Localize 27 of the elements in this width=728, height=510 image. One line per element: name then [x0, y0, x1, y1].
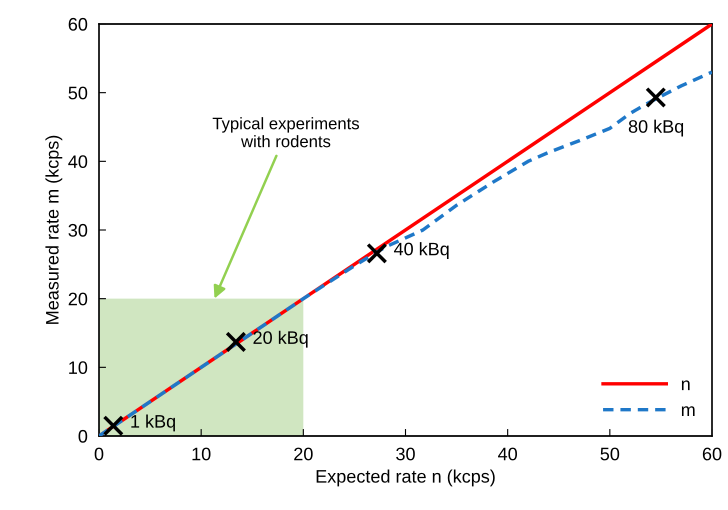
y-tick-label: 20: [68, 292, 88, 306]
legend-label: m: [682, 406, 695, 416]
x-tick-label: 50: [600, 448, 620, 460]
x-tick-label: 10: [192, 448, 211, 460]
y-tick-label: 30: [68, 224, 88, 237]
x-tick-label: 0: [94, 448, 104, 460]
y-tick-label: 50: [68, 86, 88, 100]
y-tick-label: 40: [68, 155, 88, 168]
point: [225, 331, 246, 352]
annotation: 40 kBq: [394, 242, 449, 259]
x-tick-label: 20: [294, 448, 313, 460]
x-tick-label: 30: [396, 448, 415, 460]
point: [645, 86, 666, 108]
y-axis-title: Measured rate m (kcps): [45, 136, 62, 324]
point: [366, 242, 388, 264]
point: [102, 415, 124, 436]
x-tick-label: 60: [702, 448, 722, 460]
legend-label: n: [682, 380, 690, 390]
annotation: 80 kBq: [628, 120, 684, 136]
x-tick-label: 40: [498, 448, 518, 460]
y-tick-label: 60: [68, 18, 88, 31]
annotation: Typical experiments with rodents: [212, 117, 360, 148]
y-tick-label: 10: [69, 361, 88, 374]
annotation: 1 kBq: [131, 414, 175, 432]
y-tick-label: 0: [78, 430, 88, 443]
x-axis-title: Expected rate n (kcps): [316, 470, 495, 486]
annotation: 20 kBq: [253, 330, 308, 348]
